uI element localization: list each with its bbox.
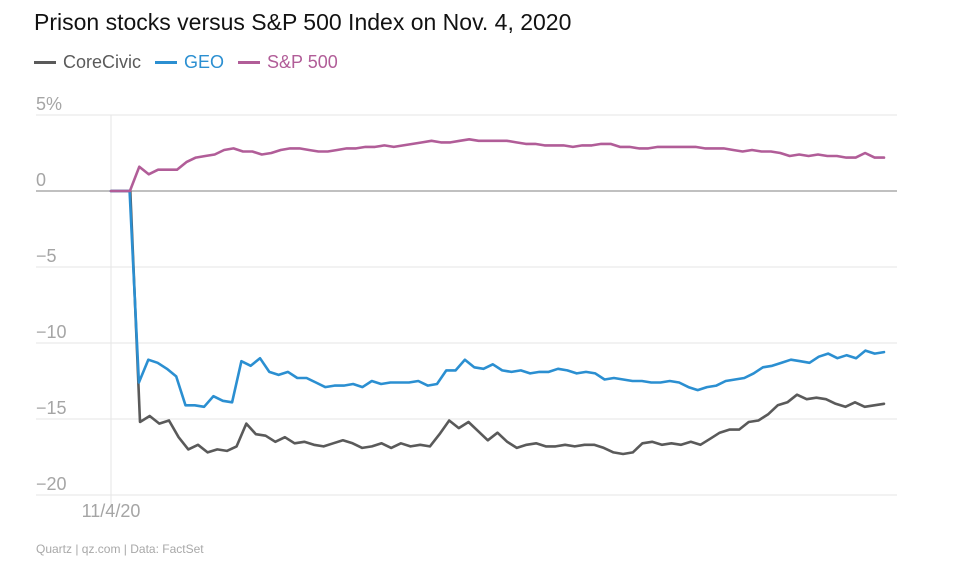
legend-label-sp500: S&P 500 [267, 52, 338, 72]
series-layer [109, 138, 886, 456]
legend-swatch-corecivic [34, 61, 56, 64]
series-line-sp500 [109, 138, 886, 193]
x-tick-label: 11/4/20 [82, 501, 141, 521]
legend-label-corecivic: CoreCivic [63, 52, 142, 72]
y-tick-label: −5 [36, 246, 57, 266]
y-tick-label: 5% [36, 94, 62, 114]
legend-item-geo: GEO [155, 52, 224, 73]
series-line-geo [109, 189, 886, 409]
axis-layer: 5% 0 −5 −10 −15 −20 11/4/20 [36, 94, 140, 521]
y-tick-label: −10 [36, 322, 67, 342]
chart-title: Prison stocks versus S&P 500 Index on No… [34, 9, 572, 35]
legend-swatch-sp500 [238, 61, 261, 64]
grid-layer [36, 114, 897, 507]
chart-legend: CoreCivic GEO S&P 500 [34, 52, 338, 73]
source-note: Quartz | qz.com | Data: FactSet [36, 542, 204, 556]
y-tick-label: −20 [36, 474, 67, 494]
legend-item-corecivic: CoreCivic [34, 52, 141, 73]
legend-item-sp500: S&P 500 [238, 52, 338, 73]
legend-swatch-geo [155, 61, 178, 64]
y-tick-label: 0 [36, 170, 46, 190]
series-line-corecivic [109, 189, 886, 456]
y-tick-label: −15 [36, 398, 67, 418]
legend-label-geo: GEO [184, 52, 225, 72]
